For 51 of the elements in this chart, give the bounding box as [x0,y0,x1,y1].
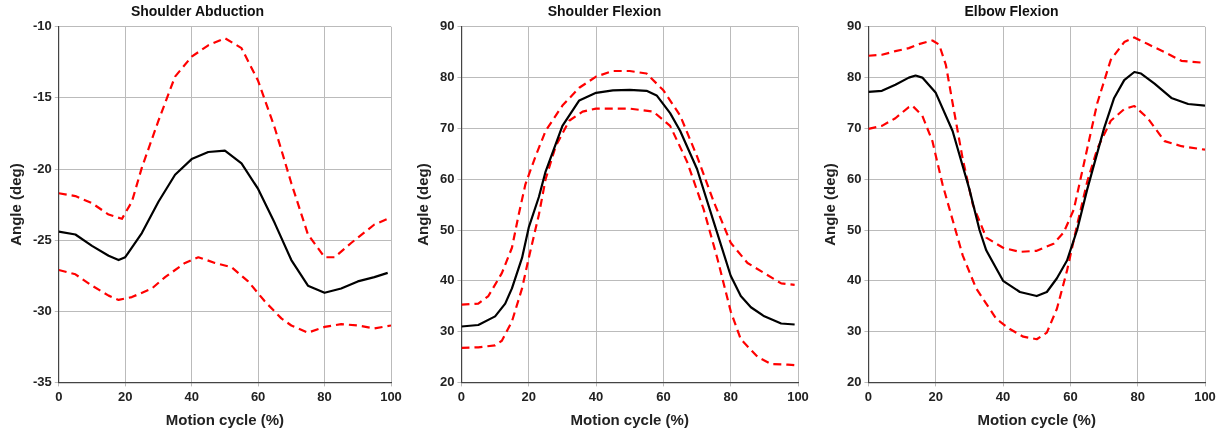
x-tick-label: 20 [118,388,133,404]
chart-title: Elbow Flexion [964,3,1059,20]
y-tick-label: 90 [439,18,455,34]
x-tick-label: 100 [787,388,809,404]
line-series [58,37,389,259]
y-axis-title: Angle (deg) [414,163,432,246]
y-tick-label: 70 [439,119,455,135]
chart-title: Shoulder Abduction [130,3,265,20]
y-tick-label: 20 [439,373,455,389]
y-tick-label: 50 [846,221,862,237]
y-tick-label: -25 [32,231,52,247]
x-tick-label: 100 [380,388,402,404]
y-tick-label: -20 [32,160,52,176]
y-tick-label: -35 [32,373,52,389]
y-tick-label: 40 [846,272,862,288]
y-axis-title: Angle (deg) [821,163,839,246]
y-axis-title: Angle (deg) [7,163,25,246]
y-tick-label: 80 [439,69,455,85]
x-tick-label: 0 [457,388,466,404]
x-tick-label: 20 [521,388,536,404]
x-axis-title: Motion cycle (%) [165,411,285,429]
x-tick-label: 60 [1063,388,1078,404]
x-tick-label: 80 [317,388,332,404]
x-axis-title: Motion cycle (%) [570,411,689,429]
y-tick-label: 50 [439,221,455,237]
x-tick-label: 0 [55,388,63,404]
y-tick-label: -10 [32,18,52,34]
x-tick-label: 0 [864,388,873,404]
x-tick-label: 60 [656,388,671,404]
y-tick-label: 20 [846,373,862,389]
x-axis-title: Motion cycle (%) [977,411,1096,429]
y-tick-label: 30 [439,323,455,339]
y-tick-label: 60 [846,170,862,186]
y-tick-label: 40 [439,272,455,288]
line-series [58,256,391,334]
x-tick-label: 20 [928,388,943,404]
x-tick-label: 80 [1130,388,1145,404]
x-tick-label: 40 [995,388,1011,404]
y-tick-label: -30 [32,302,52,318]
y-tick-label: 90 [846,18,862,34]
y-tick-label: 60 [439,170,455,186]
x-tick-label: 40 [184,388,199,404]
y-tick-label: 70 [846,119,862,135]
x-tick-label: 40 [588,388,604,404]
x-tick-label: 100 [1194,388,1216,404]
y-tick-label: 80 [846,69,862,85]
x-tick-label: 60 [250,388,266,404]
y-tick-label: -15 [32,89,52,105]
y-tick-label: 30 [846,323,862,339]
chart-title: Shoulder Flexion [547,3,662,20]
x-tick-label: 80 [723,388,738,404]
